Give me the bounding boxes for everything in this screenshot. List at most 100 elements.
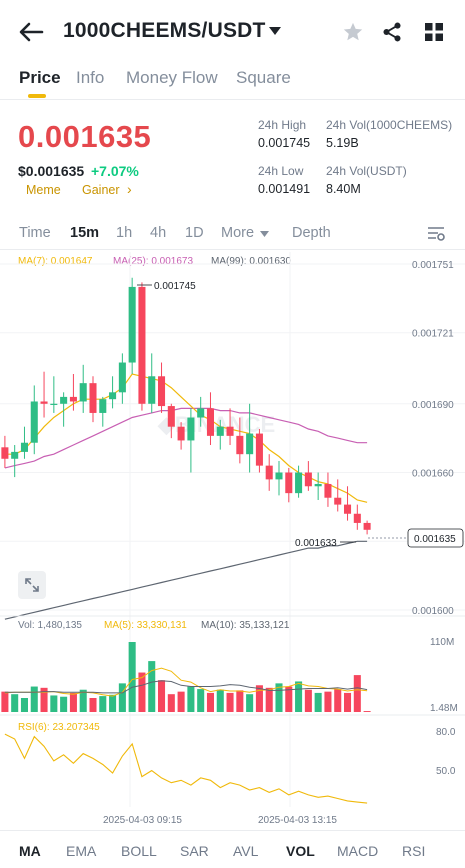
price-tick-label: 0.001660 [412,469,454,480]
vol-ma10-path [4,680,368,694]
indicator-ma[interactable]: MA [19,843,41,859]
candle-body [295,472,303,494]
interval-4h[interactable]: 4h [150,225,167,241]
ma7-path [4,373,368,503]
price-change-percent: +7.07% [91,163,139,179]
caret-down-icon[interactable] [268,26,282,36]
volume-bar [1,691,9,712]
indicator-boll[interactable]: BOLL [121,843,157,859]
indicator-sar[interactable]: SAR [180,843,209,859]
price-tick-label: 0.001721 [412,329,454,340]
candle-body [128,286,136,363]
current-price-tag [407,528,464,548]
volume-bar [324,691,332,712]
vol-ma5-path [4,667,368,697]
volume-bar [226,692,234,712]
volume-bar [265,687,273,712]
indicator-vol[interactable]: VOL [286,843,315,859]
volume-bar [30,686,38,712]
rsi-legend: RSI(6): 23.207345 [18,722,100,733]
candle-body [40,401,48,404]
ma25-line [4,407,368,469]
low-value: 0.001491 [258,182,311,196]
candle-body [148,376,156,404]
candle-body [79,383,87,402]
grid-icon[interactable] [424,22,444,42]
candle-body [167,406,175,427]
volume-bar [236,690,244,712]
interval-time[interactable]: Time [19,225,51,241]
volume-bar [197,689,205,712]
rsi-line [4,733,368,804]
tag-meme[interactable]: Meme [26,183,61,197]
volume-bar [118,683,126,712]
price-tick-label: 0.001600 [412,606,454,617]
interval-1h[interactable]: 1h [116,225,133,241]
volume-bar [363,711,371,712]
candle-body [187,417,195,441]
chevron-right-icon[interactable]: › [127,181,132,197]
indicator-bar: MA EMA BOLL SAR AVL VOL MACD RSI [0,830,465,868]
tab-bar: Price Info Money Flow Square [0,64,465,100]
candle-body [20,442,28,452]
share-icon[interactable] [381,21,403,43]
chart-settings-icon[interactable] [427,225,445,241]
price-axis: 0.0017510.0017210.0016900.0016600.001630… [412,260,454,617]
candle-body [30,401,38,443]
volume-bar [11,694,19,712]
candle-body [353,513,361,523]
volume-bar [295,681,303,712]
tag-gainer[interactable]: Gainer [82,183,120,197]
candle-body [314,483,322,487]
tab-money-flow[interactable]: Money Flow [126,68,218,87]
volume-bar [40,687,48,712]
volume-bar [89,698,97,712]
expand-chart-button[interactable] [18,571,46,599]
candle-body [265,465,273,480]
candle-body [69,396,77,402]
indicator-ema[interactable]: EMA [66,843,97,859]
candle-body [255,433,263,466]
vol-ma5-legend: MA(5): 33,330,131 [104,620,187,631]
interval-depth[interactable]: Depth [292,225,331,241]
candle-body [60,396,68,404]
caret-down-icon[interactable] [260,231,269,237]
interval-15m[interactable]: 15m [70,225,100,241]
volume-bar [99,696,107,712]
volume-bar [246,694,254,712]
tab-info[interactable]: Info [76,68,105,87]
indicator-rsi[interactable]: RSI [402,843,426,859]
volume-bar [167,694,175,712]
time-label-2: 2025-04-03 13:15 [258,815,337,826]
candle-body [304,472,312,487]
tab-price[interactable]: Price [19,68,61,87]
volume-bar [60,696,68,712]
volume-bars [1,642,371,712]
indicator-macd[interactable]: MACD [337,843,379,859]
interval-more[interactable]: More [221,225,255,241]
volume-bar [187,686,195,712]
volume-bar [138,672,146,712]
pair-title[interactable]: 1000CHEEMS/USDT [63,19,266,42]
vol-legend: Vol: 1,480,135 [18,620,82,631]
interval-1d[interactable]: 1D [185,225,204,241]
volume-bar [304,689,312,712]
vol-base-label: 24h Vol(1000CHEEMS) [326,118,453,132]
star-icon[interactable] [342,21,364,43]
ma99-line [4,540,368,620]
indicator-avl[interactable]: AVL [233,843,259,859]
ma7-line [4,373,368,503]
ma25-legend: MA(25): 0.001673 [113,256,193,267]
expand-icon [25,578,39,592]
high-value: 0.001745 [258,136,311,150]
candle-body [275,472,283,480]
back-arrow-icon[interactable] [18,20,44,44]
candle-body [177,426,185,441]
candle-body [334,497,342,505]
chart-area[interactable]: MA(7): 0.001647 MA(25): 0.001673 MA(99):… [0,252,465,830]
candle-body [236,435,244,455]
candle-body [285,472,293,494]
tab-square[interactable]: Square [236,68,291,87]
volume-bar [79,689,87,712]
volume-bar [158,680,166,712]
